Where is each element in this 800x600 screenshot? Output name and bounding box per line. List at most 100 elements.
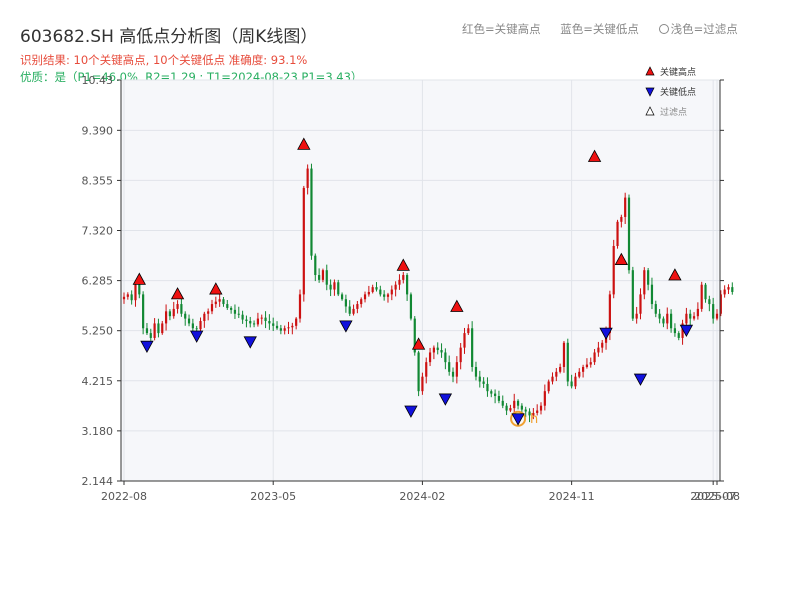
candle-body	[134, 284, 137, 301]
candle-body	[478, 376, 481, 382]
circle-icon	[658, 24, 669, 34]
candle-body	[153, 323, 156, 338]
candle-body	[631, 270, 634, 319]
candle-body	[555, 371, 558, 377]
key-high-marker	[170, 287, 185, 300]
candle-body	[279, 328, 282, 331]
candle-body	[398, 279, 401, 285]
candle-body	[432, 347, 435, 353]
candle-body	[532, 412, 535, 416]
markers: h	[132, 137, 694, 427]
axes: 2.144 3.180 4.215 5.250 6.285 7.320 8.355 9.390…	[82, 74, 740, 503]
candle-body	[344, 299, 347, 307]
candle-body	[333, 282, 336, 290]
candle-body	[715, 313, 719, 319]
legend-low-icon	[645, 87, 655, 97]
key-high-marker	[411, 337, 426, 350]
candle-body	[325, 270, 328, 285]
candle-body	[409, 294, 413, 319]
candle-body	[417, 352, 420, 392]
candle-body	[658, 313, 661, 319]
y-tick-label: 3.180	[82, 425, 114, 438]
candle-body	[601, 342, 604, 348]
candle-body	[406, 275, 409, 295]
candle-body	[440, 350, 443, 353]
candle-body	[689, 313, 692, 319]
candle-body	[516, 400, 520, 406]
candle-body	[233, 309, 237, 314]
candle-body	[249, 321, 252, 324]
candle-body	[731, 287, 734, 292]
candle-body	[260, 317, 263, 319]
candle-body	[283, 328, 286, 331]
candle-body	[291, 325, 294, 328]
candle-body	[528, 411, 531, 416]
candle-body	[375, 287, 378, 290]
candle-body	[425, 362, 428, 377]
candle-body	[627, 197, 631, 271]
top-legend-red: 红色=关键高点	[462, 22, 541, 36]
candle-body	[230, 307, 233, 310]
candle-body	[161, 323, 164, 334]
candle-body	[647, 270, 650, 285]
candle-body	[157, 323, 160, 334]
candle-body	[624, 197, 627, 217]
key-low-marker	[243, 336, 257, 349]
legend-filtered-icon	[645, 106, 655, 116]
candle-body	[245, 319, 248, 322]
key-low-marker	[599, 327, 613, 340]
candle-body	[187, 318, 191, 324]
candle-body	[180, 304, 183, 314]
candle-body	[669, 313, 673, 329]
candle-body	[142, 294, 145, 329]
candle-body	[386, 294, 390, 297]
candle-body	[536, 410, 539, 413]
key-high-marker	[450, 299, 464, 312]
candle-body	[310, 168, 313, 256]
candle-body	[184, 313, 187, 319]
candle-body	[547, 381, 550, 392]
candle-body	[570, 381, 573, 387]
chart-title: 603682.SH 高低点分析图（周K线图）	[20, 27, 318, 47]
highlight-ring	[510, 410, 527, 427]
candle-body	[578, 371, 581, 377]
key-low-marker	[404, 405, 418, 418]
x-tick-label: 2025-08	[694, 490, 740, 503]
candle-body	[597, 347, 600, 353]
legend-high-label: 关键高点	[660, 66, 696, 78]
candle-body	[513, 400, 516, 409]
candle-body	[168, 311, 172, 317]
candle-body	[394, 284, 397, 290]
candle-body	[608, 294, 611, 334]
candle-body	[348, 306, 351, 314]
candle-body	[467, 328, 470, 334]
candle-body	[241, 314, 244, 320]
candle-body	[367, 291, 370, 295]
result-summary: 识别结果: 10个关键高点, 10个关键低点 准确度: 93.1%	[20, 53, 308, 67]
key-low-marker	[679, 324, 694, 338]
y-tick-label: 6.285	[82, 275, 114, 288]
candle-body	[226, 304, 229, 308]
candle-body	[501, 400, 504, 406]
candle-body	[172, 308, 175, 317]
highlight-label: h	[530, 412, 538, 427]
top-legend-light: 浅色=过滤点	[658, 22, 738, 36]
candle-body	[199, 321, 202, 330]
candle-body	[428, 352, 432, 363]
candle-body	[685, 313, 688, 324]
candle-body	[272, 323, 275, 326]
candle-body	[551, 376, 554, 382]
candle-body	[402, 275, 405, 280]
candle-body	[321, 270, 325, 280]
candle-body	[719, 294, 722, 314]
candle-body	[654, 304, 657, 314]
candle-body	[314, 255, 317, 276]
key-low-marker	[438, 393, 453, 406]
candle-body	[164, 311, 168, 324]
y-tick-label: 9.390	[82, 124, 114, 137]
candle-body	[692, 316, 696, 319]
key-low-marker	[511, 413, 525, 426]
key-low-marker	[339, 320, 353, 333]
candle-body	[471, 328, 474, 367]
